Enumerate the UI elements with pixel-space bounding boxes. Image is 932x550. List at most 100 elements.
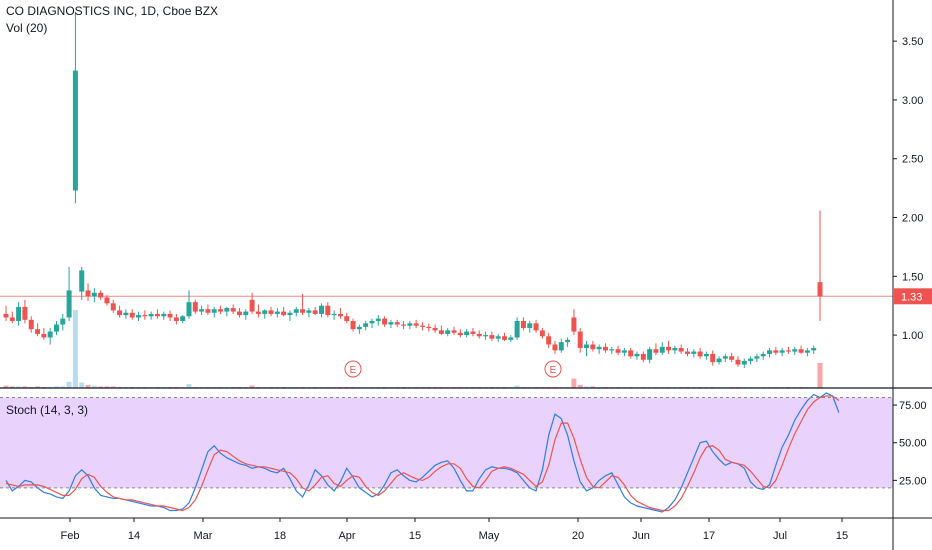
candle-body xyxy=(230,308,236,312)
candle-body xyxy=(451,330,457,333)
volume-bar xyxy=(53,386,59,388)
candle-body xyxy=(9,317,15,321)
price-badge-label: 1.33 xyxy=(901,291,922,303)
candle-body xyxy=(804,350,810,353)
volume-bar xyxy=(98,386,104,388)
price-badge: 1.33 xyxy=(894,288,932,305)
time-tick-label: 20 xyxy=(572,530,584,542)
candle-body xyxy=(35,329,41,334)
time-tick-label: Jul xyxy=(773,530,787,542)
candle-body xyxy=(678,348,684,352)
price-tick-label: 3.00 xyxy=(902,95,923,107)
candle-body xyxy=(180,316,186,321)
candle-body xyxy=(546,336,552,345)
candle-body xyxy=(243,311,249,316)
candle-body xyxy=(464,331,470,336)
candle-body xyxy=(173,317,179,321)
candle-body xyxy=(413,323,419,326)
price-tick-label: 2.00 xyxy=(902,213,923,225)
volume-bar xyxy=(571,378,577,388)
candle-body xyxy=(407,323,413,326)
volume-bar xyxy=(590,386,596,388)
candle-body xyxy=(117,310,123,316)
volume-bar xyxy=(9,386,15,388)
candle-body xyxy=(552,344,558,351)
earnings-marker xyxy=(544,360,562,378)
candle-body xyxy=(558,342,564,351)
candle-body xyxy=(470,331,476,334)
candle-body xyxy=(344,316,350,321)
candle-body xyxy=(785,350,791,352)
time-tick-label: May xyxy=(479,530,500,542)
candle-body xyxy=(722,356,728,359)
candle-body xyxy=(110,303,116,311)
candle-body xyxy=(28,319,34,330)
candle-body xyxy=(779,350,785,353)
candle-body xyxy=(325,305,331,316)
candle-body xyxy=(703,353,709,357)
volume-legend: Vol (20) xyxy=(6,21,48,35)
candle-body xyxy=(319,305,325,314)
candle-body xyxy=(136,315,142,318)
time-tick-label: 17 xyxy=(703,530,715,542)
candle-body xyxy=(615,349,621,353)
volume-bar xyxy=(3,385,9,388)
time-tick-label: 15 xyxy=(409,530,421,542)
candle-body xyxy=(167,313,173,318)
volume-bar xyxy=(249,385,255,388)
candle-body xyxy=(501,336,507,340)
candle-body xyxy=(457,332,463,336)
volume-bar xyxy=(91,385,97,388)
candle-body xyxy=(527,323,533,329)
candle-body xyxy=(186,302,192,317)
candle-body xyxy=(426,326,432,329)
stoch-tick-label: 50.00 xyxy=(899,438,927,450)
candle-body xyxy=(274,311,280,314)
candle-body xyxy=(98,292,104,298)
candle-body xyxy=(331,313,337,316)
candle-body xyxy=(653,349,659,353)
candle-body xyxy=(798,349,804,353)
candle-body xyxy=(514,320,520,338)
stoch-legend: Stoch (14, 3, 3) xyxy=(6,403,89,417)
candle-body xyxy=(419,325,425,327)
candle-body xyxy=(394,322,400,325)
candle-body xyxy=(53,324,59,332)
price-tick-label: 3.50 xyxy=(902,36,923,48)
candle-body xyxy=(382,318,388,325)
volume-bar xyxy=(85,384,91,388)
candle-body xyxy=(300,309,306,313)
candle-body xyxy=(489,335,495,339)
candle-body xyxy=(716,358,722,363)
candle-body xyxy=(666,346,672,351)
volume-bar xyxy=(35,386,41,388)
candle-body xyxy=(609,349,615,351)
candle-body xyxy=(495,336,501,339)
candle-body xyxy=(72,70,78,191)
candle-body xyxy=(590,344,596,350)
candle-body xyxy=(571,317,577,332)
candle-body xyxy=(508,337,514,340)
candle-body xyxy=(602,346,608,351)
candle-body xyxy=(287,312,293,316)
candle-body xyxy=(356,326,362,330)
candle-body xyxy=(142,315,148,317)
candle-body xyxy=(754,356,760,359)
candle-body xyxy=(91,292,97,297)
candle-body xyxy=(767,350,773,354)
candle-body xyxy=(79,270,85,292)
volume-bar xyxy=(577,384,583,388)
candle-body xyxy=(224,308,230,312)
candle-body xyxy=(41,333,47,338)
candle-body xyxy=(584,344,590,349)
candle-body xyxy=(16,306,22,321)
candle-body xyxy=(123,312,129,316)
candle-body xyxy=(577,331,583,349)
time-tick-label: Jun xyxy=(632,530,650,542)
earnings-marker xyxy=(344,360,362,378)
candle-body xyxy=(401,324,407,326)
price-tick-label: 1.00 xyxy=(902,330,923,342)
candle-body xyxy=(748,358,754,361)
candle-body xyxy=(104,297,110,304)
stoch-line-k xyxy=(5,392,840,513)
